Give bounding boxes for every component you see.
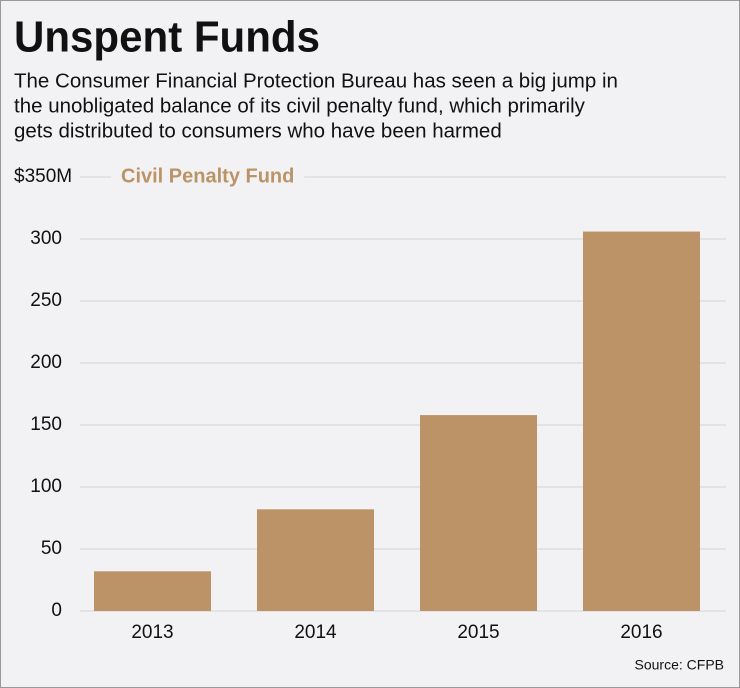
x-tick-label: 2015 [457,622,499,643]
bar [583,231,700,611]
y-tick-label: 50 [41,538,62,559]
y-tick-label: 250 [30,290,62,311]
x-tick-label: 2013 [131,622,173,643]
x-tick-label: 2016 [620,622,662,643]
subtitle: the unobligated balance of its civil pen… [14,94,586,117]
y-tick-label: 200 [30,352,62,373]
legend-background [111,165,305,188]
bar [420,415,537,611]
legend-label: Civil Penalty Fund [121,165,294,187]
y-tick-label: 300 [30,228,62,249]
subtitle: gets distributed to consumers who have b… [14,119,502,142]
chart-title: Unspent Funds [14,13,320,62]
y-tick-label: 150 [30,414,62,435]
bar [94,571,211,611]
bar [257,509,374,611]
y-tick-label: $350M [14,166,72,187]
y-tick-label: 100 [30,476,62,497]
source: Source: CFPB [635,657,724,673]
y-tick-label: 0 [51,600,62,621]
x-tick-label: 2014 [294,622,337,643]
subtitle: The Consumer Financial Protection Bureau… [14,69,618,92]
